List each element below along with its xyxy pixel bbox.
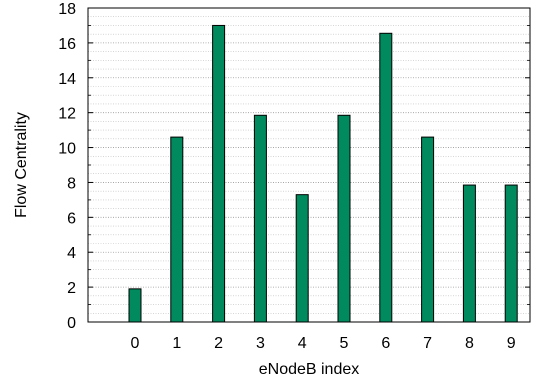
bar-9 [504, 184, 518, 323]
bar-6 [379, 32, 393, 323]
bar-1 [170, 136, 184, 323]
y-tick-label: 4 [67, 245, 76, 262]
y-tick-label: 16 [58, 36, 76, 53]
y-tick-label: 12 [58, 106, 76, 123]
y-tick-label: 6 [67, 210, 76, 227]
x-axis-label: eNodeB index [259, 361, 360, 378]
x-tick-label: 4 [298, 335, 307, 352]
x-tick-label: 7 [423, 335, 432, 352]
major-grid [88, 42, 530, 288]
bar-8 [462, 184, 476, 323]
bars [128, 24, 518, 323]
bar-3 [253, 114, 267, 323]
bar-4 [295, 194, 309, 323]
x-tick-label: 9 [507, 335, 516, 352]
x-tick-label: 8 [465, 335, 474, 352]
y-tick-label: 0 [67, 315, 76, 332]
y-tick-labels: 0 2 4 6 8 10 12 14 16 18 [58, 1, 76, 332]
y-tick-label: 8 [67, 175, 76, 192]
x-tick-label: 2 [214, 335, 223, 352]
x-tick-label: 3 [256, 335, 265, 352]
y-tick-label: 14 [58, 71, 76, 88]
bar-7 [421, 136, 435, 323]
bar-5 [337, 114, 351, 323]
ticks [88, 7, 530, 323]
x-tick-label: 6 [381, 335, 390, 352]
x-tick-label: 1 [172, 335, 181, 352]
x-tick-label: 5 [340, 335, 349, 352]
minor-grid [88, 16, 530, 314]
y-axis-label: Flow Centrality [13, 112, 30, 218]
x-tick-labels: 0 1 2 3 4 5 6 7 8 9 [131, 335, 516, 352]
y-tick-label: 18 [58, 1, 76, 18]
bar-0 [128, 288, 142, 323]
y-tick-label: 10 [58, 141, 76, 158]
bar-2 [212, 24, 226, 323]
x-tick-label: 0 [131, 335, 140, 352]
y-tick-label: 2 [67, 280, 76, 297]
